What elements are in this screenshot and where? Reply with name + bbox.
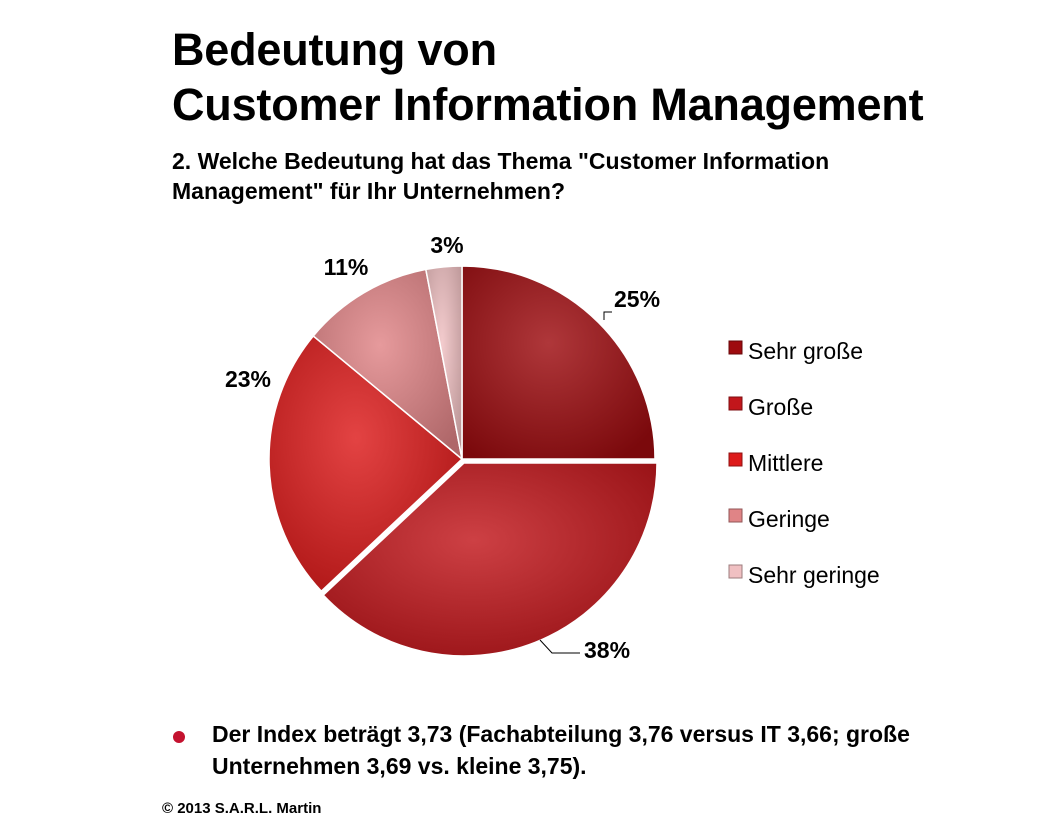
legend-swatch-sehr-geringe: [728, 564, 743, 579]
legend-item-geringe: Geringe: [728, 506, 830, 532]
legend-swatch-mittlere: [728, 452, 743, 467]
legend-swatch-geringe: [728, 508, 743, 523]
legend-item-sehr-grosse: Sehr große: [728, 338, 863, 364]
pie-slice-mittlere: [268, 334, 464, 593]
data-label-sehr-geringe: 3%: [430, 232, 463, 258]
pie-slice-geringe: [312, 268, 464, 461]
index-note: Der Index beträgt 3,73 (Fachabteilung 3,…: [212, 718, 1042, 782]
slide-title-line-2: Customer Information Management: [172, 79, 924, 130]
legend-label-mittlere: Mittlere: [748, 450, 823, 476]
bullet-dot: [173, 731, 185, 743]
data-label-geringe: 11%: [324, 254, 369, 280]
legend-label-sehr-geringe: Sehr geringe: [748, 562, 880, 588]
index-note-line-2: Unternehmen 3,69 vs. kleine 3,75).: [212, 753, 587, 779]
pie-slice-sehr-geringe: [424, 265, 463, 460]
legend-swatch-sehr-grosse: [728, 340, 743, 355]
legend-swatch-grosse: [728, 396, 743, 411]
copyright-notice: © 2013 S.A.R.L. Martin: [162, 800, 322, 817]
data-label-grosse: 38%: [584, 637, 630, 663]
leader-line-grosse: [539, 639, 580, 654]
survey-question-line-1: 2. Welche Bedeutung hat das Thema "Custo…: [172, 148, 830, 174]
chart-legend: Sehr große Große Mittlere Geringe Sehr gerin…: [728, 338, 880, 588]
pie-slice-sehr-grosse: [461, 265, 656, 460]
data-label-mittlere: 23%: [225, 366, 271, 392]
data-label-sehr-grosse: 25%: [614, 286, 660, 312]
slice-labels: 25% 38% 23% 11% 3%: [225, 232, 660, 663]
index-note-line-1: Der Index beträgt 3,73 (Fachabteilung 3,…: [212, 721, 910, 747]
survey-question-line-2: Management" für Ihr Unternehmen?: [172, 178, 565, 204]
pie-slices: [268, 265, 658, 657]
survey-question: 2. Welche Bedeutung hat das Thema "Custo…: [172, 146, 972, 206]
leader-lines: [539, 311, 612, 654]
pie-chart: 25% 38% 23% 11% 3% Sehr große Große Mittlere Ge…: [225, 232, 880, 663]
legend-item-mittlere: Mittlere: [728, 450, 823, 476]
leader-line-sehr-grosse: [603, 311, 612, 320]
legend-item-sehr-geringe: Sehr geringe: [728, 562, 880, 588]
legend-label-sehr-grosse: Sehr große: [748, 338, 863, 364]
slide-title: Bedeutung von Customer Information Manag…: [172, 22, 924, 132]
pie-slice-grosse: [322, 462, 658, 657]
legend-label-grosse: Große: [748, 394, 813, 420]
legend-label-geringe: Geringe: [748, 506, 830, 532]
legend-item-grosse: Große: [728, 394, 813, 420]
slide-title-line-1: Bedeutung von: [172, 24, 497, 75]
